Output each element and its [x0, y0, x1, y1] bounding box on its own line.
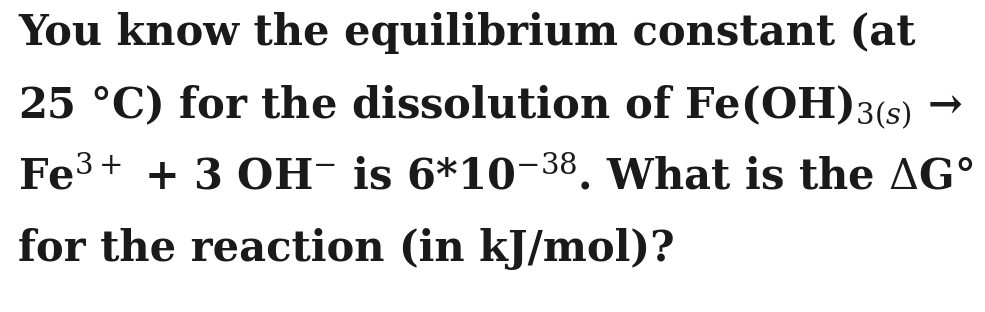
Text: Fe$^{3+}$ + 3 OH$^{-}$ is 6*10$^{-38}$. What is the $\Delta$G°: Fe$^{3+}$ + 3 OH$^{-}$ is 6*10$^{-38}$. …: [18, 156, 973, 198]
Text: for the reaction (in kJ/mol)?: for the reaction (in kJ/mol)?: [18, 228, 675, 270]
Text: 25 °C) for the dissolution of Fe(OH)$_{3(s)}$ →: 25 °C) for the dissolution of Fe(OH)$_{3…: [18, 84, 963, 132]
Text: You know the equilibrium constant (at: You know the equilibrium constant (at: [18, 12, 915, 54]
